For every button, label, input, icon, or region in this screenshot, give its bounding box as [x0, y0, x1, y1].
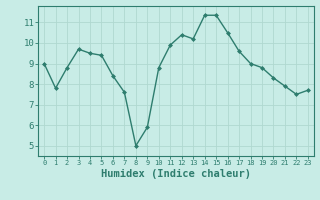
X-axis label: Humidex (Indice chaleur): Humidex (Indice chaleur) — [101, 169, 251, 179]
